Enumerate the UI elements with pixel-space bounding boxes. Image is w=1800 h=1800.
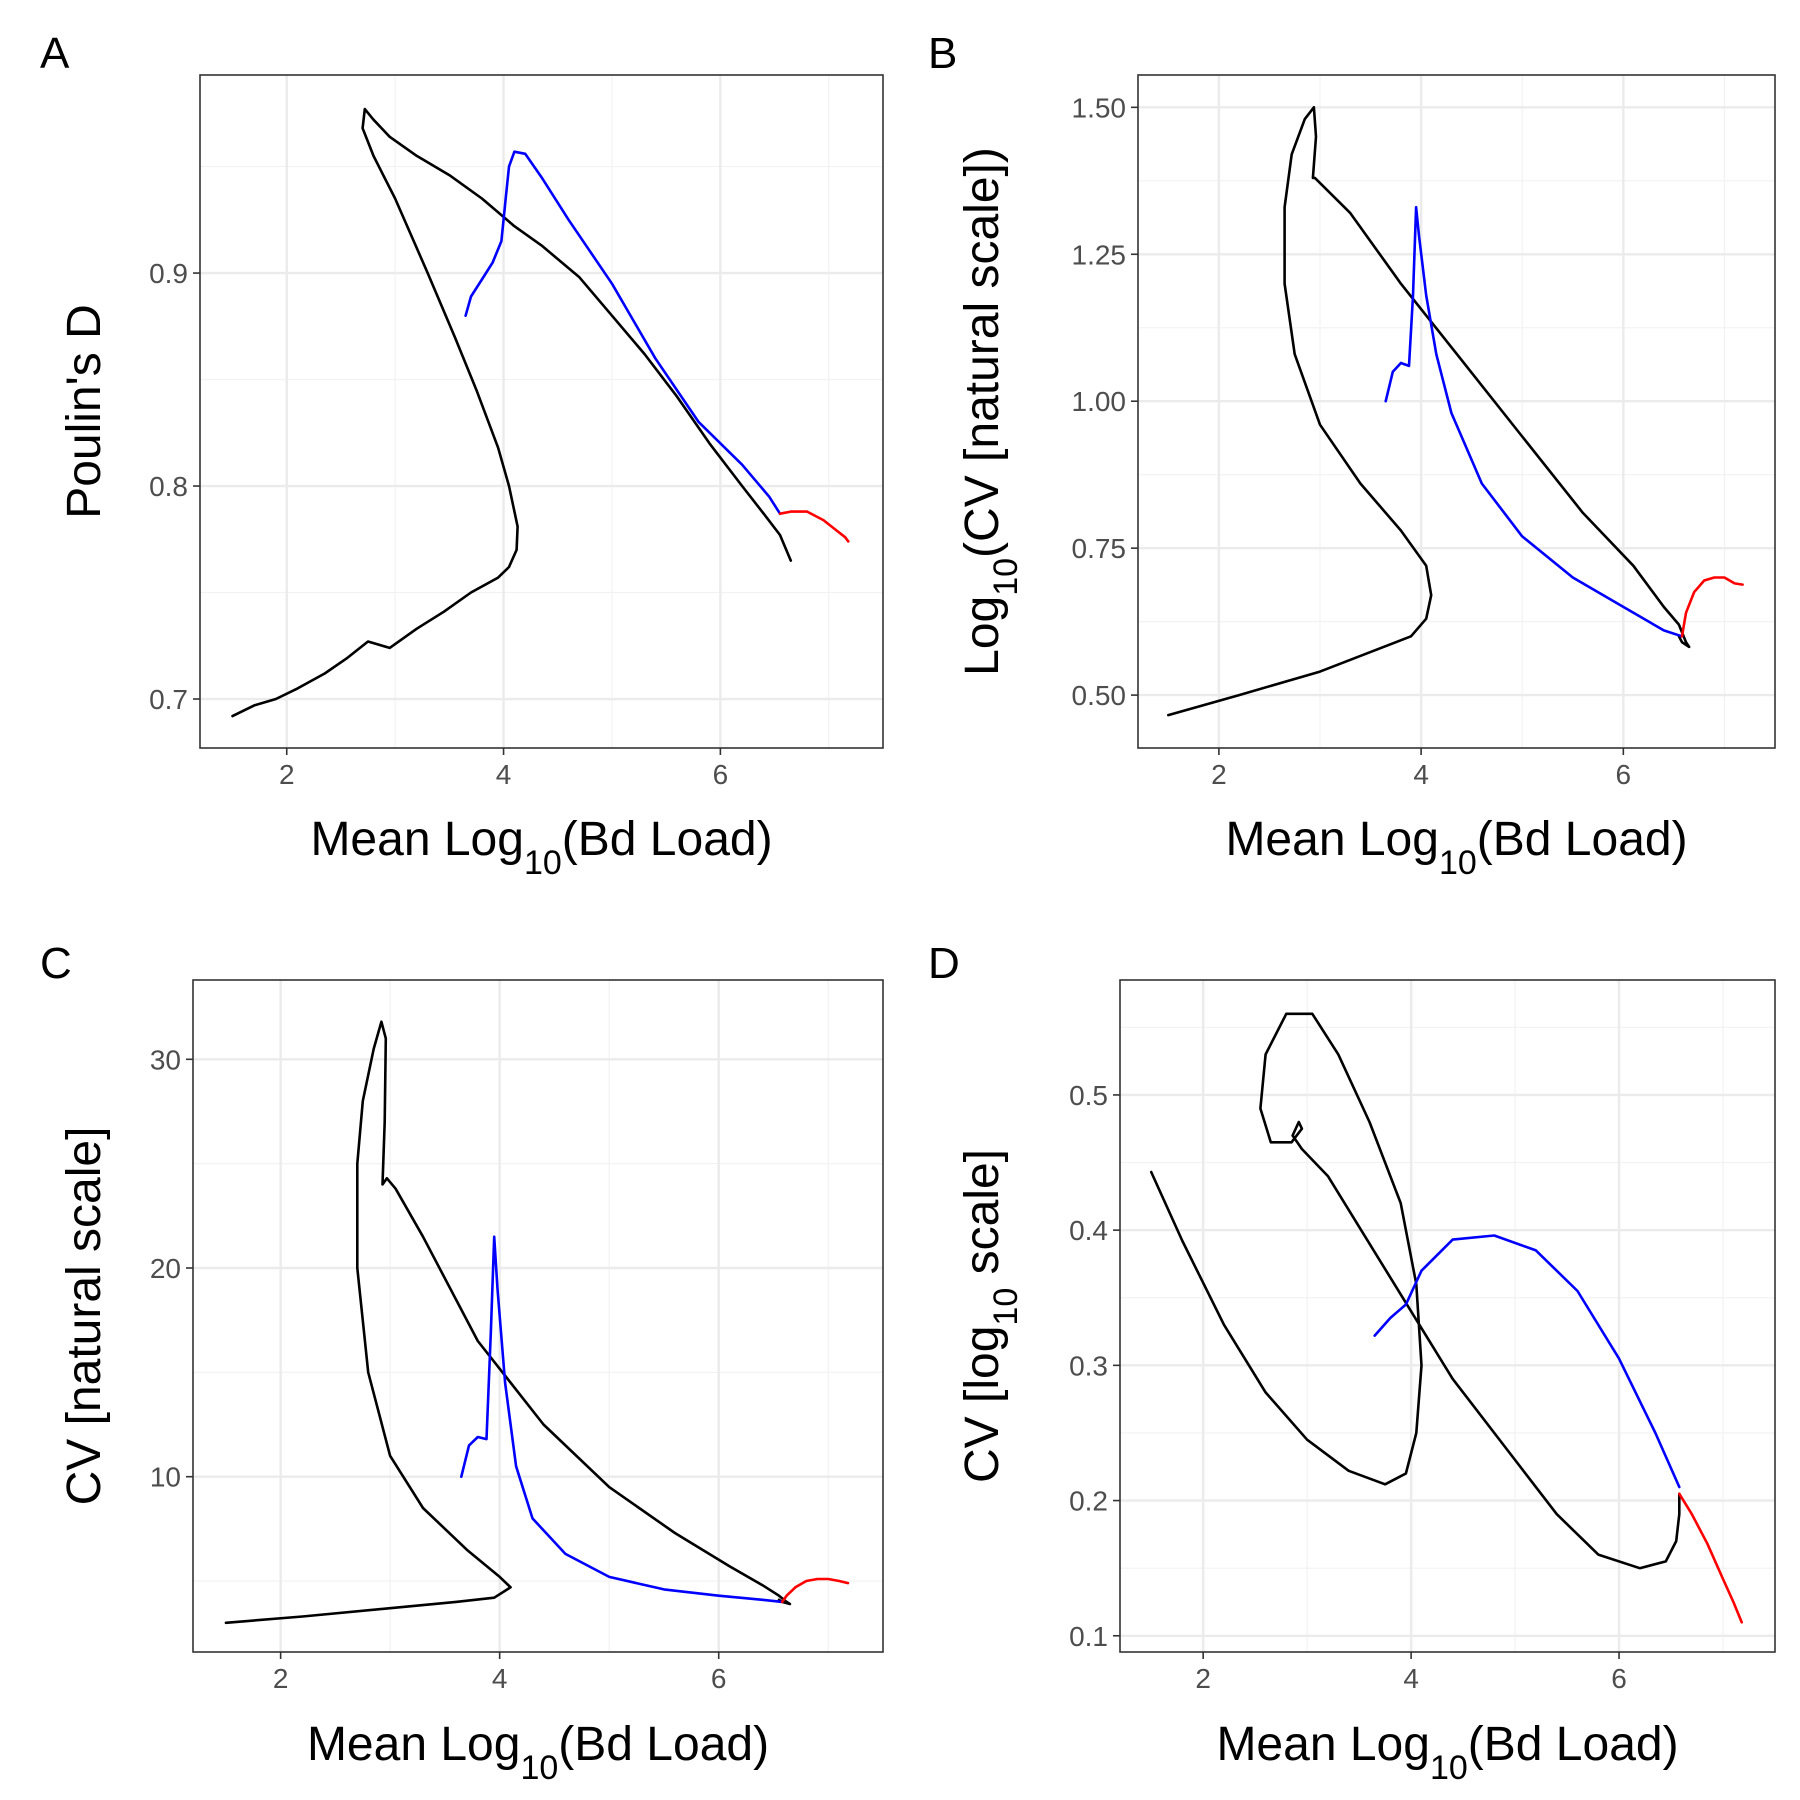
x-axis-title: Mean Log10(Bd Load) — [310, 813, 772, 882]
x-tick-label: 2 — [273, 1663, 289, 1694]
axis-title-tail: (Bd Load) — [562, 813, 773, 866]
series-line-2 — [464, 150, 782, 515]
y-tick-label: 20 — [150, 1253, 181, 1284]
panel-a: A 2 4 6 0.7 0.8 0.9 Mean Log10(Bd Load) Poulin's… — [40, 29, 884, 882]
y-tick-label: 0.8 — [149, 471, 188, 502]
x-tick-label: 4 — [1403, 1663, 1419, 1694]
plot-frame — [199, 74, 884, 749]
axis-title-main: CV [log — [956, 1326, 1009, 1483]
axis-title-subscript: 10 — [987, 1288, 1025, 1326]
axis-title-subscript: 10 — [987, 558, 1025, 596]
y-axis-title: Poulin's D — [58, 304, 111, 519]
x-tick-label: 4 — [1413, 759, 1429, 790]
series-line-1 — [1167, 106, 1691, 717]
x-tick-label: 2 — [279, 759, 295, 790]
x-tick-label: 6 — [713, 759, 729, 790]
axis-title-main: Log — [956, 596, 1009, 676]
axis-title-main: Mean Log — [1225, 813, 1439, 866]
panel-label: A — [40, 29, 70, 78]
y-tick-label: 1.50 — [1072, 92, 1127, 123]
y-tick-label: 0.2 — [1069, 1486, 1108, 1517]
y-axis-title: CV [natural scale] — [58, 1127, 111, 1506]
x-axis-title: Mean Log10(Bd Load) — [1216, 1718, 1678, 1787]
axis-title-main: Mean Log — [1216, 1718, 1430, 1771]
y-tick-label: 0.7 — [149, 684, 188, 715]
plot-frame — [192, 979, 884, 1653]
series-line-1 — [1149, 1012, 1681, 1570]
plot-frame — [1137, 74, 1776, 749]
series-line-2 — [1384, 205, 1684, 638]
y-tick-label: 0.75 — [1072, 533, 1127, 564]
axis-title-subscript: 10 — [520, 1749, 558, 1787]
axis-title-subscript: 10 — [524, 844, 562, 882]
y-tick-label: 0.50 — [1072, 680, 1127, 711]
axis-title-tail: (Bd Load) — [558, 1718, 769, 1771]
series-line-1 — [224, 1020, 792, 1625]
axis-title-main: Mean Log — [310, 813, 524, 866]
y-tick-label: 0.1 — [1069, 1621, 1108, 1652]
plot-frame — [1119, 979, 1776, 1653]
y-tick-label: 0.5 — [1069, 1080, 1108, 1111]
series-line-3 — [1680, 576, 1744, 638]
axis-title-main: Poulin's D — [58, 304, 111, 519]
x-tick-label: 2 — [1211, 759, 1227, 790]
x-tick-label: 2 — [1195, 1663, 1211, 1694]
axis-title-subscript: 10 — [1430, 1749, 1468, 1787]
y-tick-label: 0.3 — [1069, 1350, 1108, 1381]
series-line-2 — [1373, 1234, 1681, 1489]
x-tick-label: 6 — [1616, 759, 1632, 790]
y-axis-title: CV [log10 scale] — [956, 1149, 1025, 1483]
x-tick-label: 4 — [492, 1663, 508, 1694]
series-line-1 — [231, 107, 793, 718]
plot-area — [1138, 75, 1775, 748]
x-axis-title: Mean Log10(Bd Load) — [1225, 813, 1687, 882]
series-line-3 — [778, 510, 850, 543]
axis-title-tail: (CV [natural scale]) — [956, 147, 1009, 558]
x-tick-label: 4 — [496, 759, 512, 790]
y-tick-label: 0.4 — [1069, 1215, 1108, 1246]
y-tick-label: 0.9 — [149, 258, 188, 289]
plot-area — [193, 980, 883, 1652]
axis-title-main: CV [natural scale] — [58, 1127, 111, 1506]
series-line-3 — [780, 1577, 850, 1604]
y-tick-label: 30 — [150, 1044, 181, 1075]
plot-area — [200, 75, 883, 748]
axis-title-tail: (Bd Load) — [1468, 1718, 1679, 1771]
y-tick-label: 1.25 — [1072, 239, 1127, 270]
y-tick-label: 10 — [150, 1462, 181, 1493]
panel-label: D — [928, 939, 960, 988]
series-line-2 — [460, 1235, 784, 1604]
x-tick-label: 6 — [711, 1663, 727, 1694]
panel-label: B — [928, 29, 957, 78]
axis-title-subscript: 10 — [1439, 844, 1477, 882]
y-axis-title: Log10(CV [natural scale]) — [956, 147, 1025, 676]
x-tick-label: 6 — [1611, 1663, 1627, 1694]
plot-area — [1120, 980, 1775, 1652]
axis-title-tail: scale] — [956, 1149, 1009, 1288]
panel-label: C — [40, 939, 72, 988]
series-line-3 — [1678, 1492, 1743, 1624]
axis-title-tail: (Bd Load) — [1477, 813, 1688, 866]
y-tick-label: 1.00 — [1072, 386, 1127, 417]
x-axis-title: Mean Log10(Bd Load) — [307, 1718, 769, 1787]
axis-title-main: Mean Log — [307, 1718, 521, 1771]
